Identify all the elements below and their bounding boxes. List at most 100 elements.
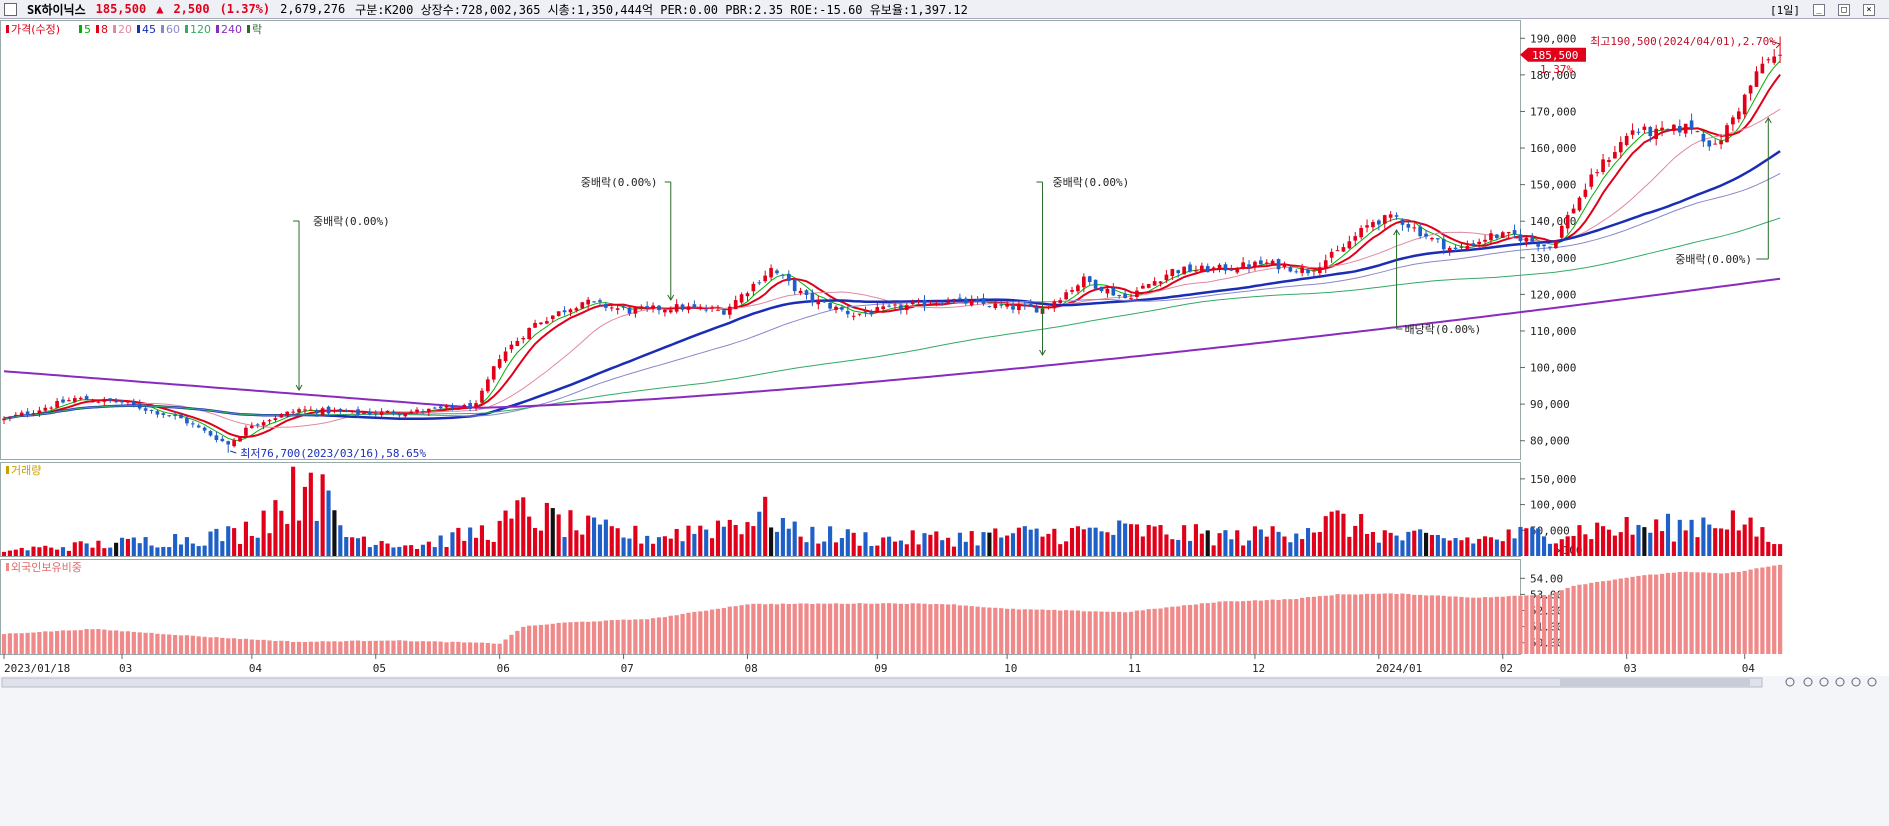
- candle-body: [1300, 267, 1304, 273]
- foreign-bar: [479, 642, 485, 654]
- volume-bar: [249, 535, 254, 556]
- volume-bar: [1040, 536, 1045, 556]
- volume-bar: [822, 541, 827, 556]
- foreign-bar: [898, 603, 904, 654]
- volume-bar: [214, 528, 219, 556]
- candle-body: [149, 409, 154, 411]
- price-tick-label: 190,000: [1530, 32, 1576, 45]
- foreign-bar: [1229, 601, 1234, 654]
- x-tick-label: 07: [621, 662, 634, 675]
- volume-bar: [1583, 534, 1588, 556]
- volume-bar: [167, 547, 172, 556]
- candle-body: [67, 400, 71, 402]
- candle-body: [916, 300, 921, 302]
- volume-bar: [302, 486, 307, 556]
- volume-bar: [704, 529, 709, 556]
- volume-bar: [1152, 526, 1157, 556]
- foreign-bar: [1359, 594, 1364, 654]
- candle-body: [586, 299, 590, 305]
- candle-body: [1335, 250, 1340, 252]
- candle-body: [173, 414, 177, 416]
- foreign-bar: [1388, 593, 1393, 654]
- foreign-bar: [1376, 593, 1381, 654]
- volume-bar: [1459, 540, 1464, 556]
- close-icon[interactable]: ×: [1863, 4, 1875, 16]
- candle-body: [562, 310, 567, 313]
- foreign-bar: [1128, 611, 1134, 654]
- candle-body: [1465, 245, 1470, 250]
- volume-bar: [662, 536, 667, 556]
- volume-bar: [550, 508, 555, 556]
- candle-body: [1636, 131, 1641, 133]
- candle-body: [651, 305, 655, 309]
- candle-body: [238, 436, 242, 442]
- candle-body: [1512, 230, 1517, 235]
- x-tick-label: 2024/01: [1376, 662, 1422, 675]
- foreign-bar: [1595, 581, 1600, 654]
- foreign-bar: [1223, 601, 1228, 654]
- current-pct-label: 1.37%: [1540, 63, 1573, 76]
- foreign-bar: [869, 603, 874, 654]
- maximize-icon[interactable]: □: [1838, 4, 1850, 16]
- window-icon[interactable]: [4, 2, 17, 16]
- volume-bar: [656, 537, 662, 556]
- volume-bar: [946, 537, 951, 556]
- volume-bar: [243, 521, 248, 556]
- foreign-bar: [1536, 595, 1541, 654]
- foreign-bar: [25, 632, 30, 654]
- volume-bar: [1016, 527, 1021, 556]
- volume-bar: [1778, 544, 1783, 556]
- volume-bar: [208, 531, 213, 556]
- foreign-bar: [137, 632, 142, 654]
- volume-bar: [308, 472, 313, 556]
- foreign-bar: [1447, 596, 1452, 654]
- volume-bar: [1294, 533, 1299, 556]
- volume-bar: [1223, 530, 1228, 556]
- foreign-bar: [686, 612, 691, 654]
- volume-bar: [161, 546, 166, 556]
- candle-body: [1200, 265, 1204, 271]
- period-label[interactable]: [1일]: [1770, 4, 1800, 17]
- candle-body: [1648, 127, 1653, 137]
- candle-body: [1453, 247, 1458, 249]
- candle-body: [1282, 265, 1287, 267]
- legend-label: 8: [101, 23, 108, 36]
- volume-bar: [1069, 528, 1075, 556]
- candle-body: [592, 301, 596, 303]
- volume-bar: [1736, 530, 1741, 556]
- volume-bar: [1518, 526, 1523, 556]
- foreign-bar: [804, 603, 809, 654]
- candle-body: [627, 307, 632, 314]
- volume-bar: [597, 524, 603, 556]
- foreign-bar: [1105, 611, 1110, 654]
- x-tick-label: 02: [1500, 662, 1513, 675]
- volume-bar: [102, 548, 107, 556]
- foreign-bar: [1329, 595, 1334, 654]
- candle-body: [273, 418, 278, 421]
- candle-body: [1117, 294, 1122, 296]
- annotation-label: 배당락(0.00%): [1405, 323, 1482, 336]
- foreign-bar: [13, 633, 18, 654]
- candle-body: [1158, 281, 1163, 284]
- volume-legend-label: 거래량: [11, 464, 41, 477]
- volume-bar: [373, 544, 378, 556]
- volume-bar: [786, 528, 791, 556]
- volume-bar: [710, 538, 715, 556]
- foreign-bar: [462, 642, 467, 654]
- candle-body: [1624, 135, 1629, 146]
- volume-bar: [60, 547, 66, 556]
- candle-body: [1005, 303, 1009, 307]
- foreign-bar: [975, 606, 980, 654]
- volume-bar: [1530, 527, 1535, 556]
- x-tick-label: 04: [249, 662, 263, 675]
- volume-bar: [261, 510, 266, 556]
- candle-body: [314, 410, 319, 414]
- candle-body: [633, 308, 638, 314]
- foreign-bar: [1075, 610, 1081, 654]
- volume-bar: [468, 527, 473, 556]
- candle-body: [716, 309, 720, 311]
- candle-body: [881, 306, 886, 310]
- minimize-icon[interactable]: _: [1813, 4, 1825, 16]
- volume-bar: [149, 545, 154, 556]
